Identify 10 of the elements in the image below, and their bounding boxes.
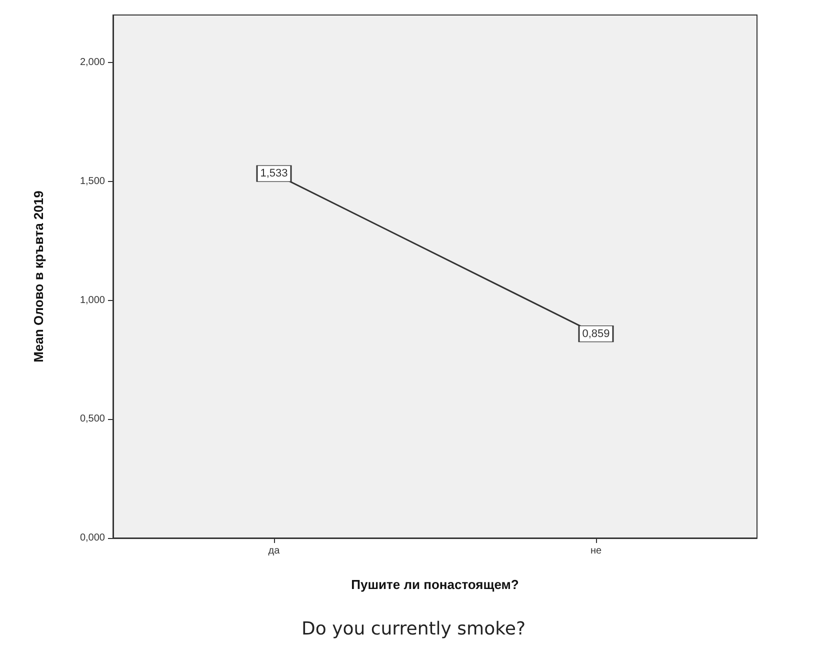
y-tick-label: 0,000 xyxy=(80,532,106,544)
y-tick-label: 1,500 xyxy=(80,176,106,187)
y-tick-label: 1,000 xyxy=(80,294,106,306)
y-tick-label: 2,000 xyxy=(80,57,106,68)
y-tick-label: 0,500 xyxy=(80,414,106,425)
x-axis-title: Пушите ли понастоящем? xyxy=(351,577,519,592)
x-tick-label: не xyxy=(590,546,602,556)
text: Do you currently smoke? xyxy=(301,618,526,640)
y-axis-title: Mean Олово в кръвта 2019 xyxy=(31,190,46,362)
x-tick-label: да xyxy=(268,546,280,556)
